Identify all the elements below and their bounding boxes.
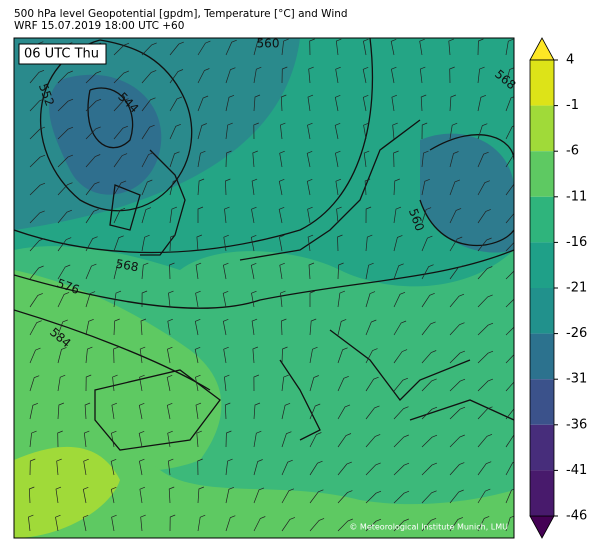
colorbar-tick-label: -21 (566, 281, 587, 296)
colorbar-tick-label: -6 (566, 144, 579, 159)
colorbar-tick-label: -1 (566, 98, 579, 113)
colorbar-extend-max (529, 37, 555, 61)
colorbar-band (530, 242, 554, 288)
colorbar-band (530, 424, 554, 471)
colorbar-tick-label: -41 (566, 463, 587, 478)
colorbar-band (530, 151, 554, 197)
colorbar-tick-label: -26 (566, 326, 587, 341)
colorbar-tick-label: -16 (566, 235, 587, 250)
contour-label: 568 (115, 257, 140, 275)
coastlines (94, 119, 514, 451)
colorbar-band (530, 196, 554, 243)
map (14, 38, 514, 538)
colorbar-tick-label: -46 (566, 509, 587, 524)
colorbar-tick-label: -36 (566, 417, 587, 432)
colorbar-band (530, 288, 554, 334)
east-low (420, 133, 514, 253)
colorbar-tick-label: 4 (566, 53, 574, 68)
hot-area (14, 446, 120, 538)
isohypses (14, 38, 514, 391)
low-core (49, 74, 162, 195)
colorbar-band (530, 105, 554, 152)
colorbar-tick-label: -11 (566, 189, 587, 204)
contour-label: 560 (257, 37, 280, 51)
copyright: © Meteorological Institute Munich, LMU (349, 523, 508, 532)
colorbar: 4 -1 -6 -11 -16 -21 -26 -31 -36 -41 -46 (529, 37, 587, 539)
time-label-box (18, 43, 107, 65)
colorbar-extend-min (529, 515, 555, 539)
colorbar-band (530, 470, 554, 516)
colorbar-band (530, 379, 554, 425)
colorbar-tick-label: -31 (566, 372, 587, 387)
title: 500 hPa level Geopotential [gpdm], Tempe… (14, 8, 348, 20)
colorbar-band (530, 333, 554, 380)
colorbar-band (530, 60, 554, 106)
subtitle: WRF 15.07.2019 18:00 UTC +60 (14, 20, 184, 32)
warm-south (14, 437, 514, 538)
map-frame (13, 37, 515, 539)
time-label: 06 UTC Thu (24, 47, 99, 62)
